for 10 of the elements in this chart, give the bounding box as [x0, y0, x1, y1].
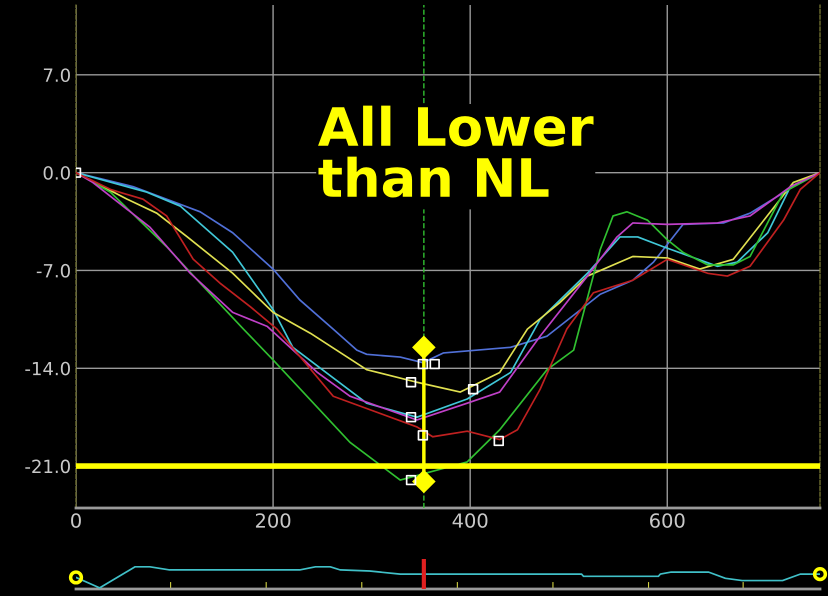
y-tick-label: 0.0 — [44, 166, 70, 180]
y-tick-label: -21.0 — [25, 460, 70, 474]
x-tick-label: 400 — [452, 513, 488, 528]
x-tick-label: 0 — [71, 513, 81, 528]
x-tick-label: 200 — [256, 513, 290, 528]
x-tick-label: 600 — [650, 513, 685, 528]
y-tick-label: -7.0 — [36, 264, 70, 278]
y-tick-label: -14.0 — [25, 362, 70, 376]
y-tick-label: 7.0 — [44, 68, 70, 82]
annotation: All Lower than NL — [318, 106, 594, 198]
